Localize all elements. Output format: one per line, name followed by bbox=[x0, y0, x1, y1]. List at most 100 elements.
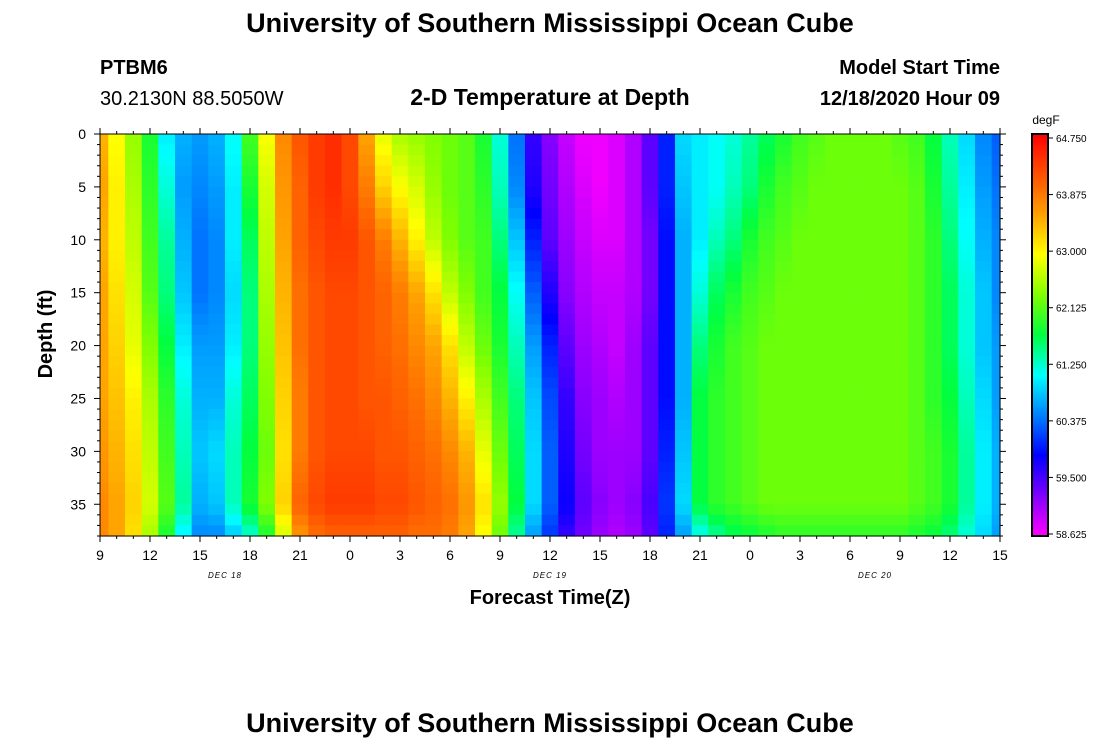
station-coordinates: 30.2130N 88.5050W bbox=[100, 88, 284, 110]
heatmap-cell bbox=[858, 186, 876, 199]
heatmap-cell bbox=[858, 134, 876, 146]
heatmap-cell bbox=[308, 197, 326, 209]
heatmap-cell bbox=[975, 239, 993, 251]
heatmap-cell bbox=[475, 430, 493, 442]
heatmap-cell bbox=[691, 514, 709, 527]
heatmap-cell bbox=[508, 144, 526, 156]
heatmap-cell bbox=[841, 186, 859, 199]
heatmap-cell bbox=[491, 514, 509, 527]
heatmap-cell bbox=[241, 292, 259, 304]
heatmap-cell bbox=[925, 218, 943, 230]
heatmap-cell bbox=[391, 514, 409, 527]
page-footer-title: University of Southern Mississippi Ocean… bbox=[246, 708, 854, 738]
heatmap-cell bbox=[541, 313, 559, 326]
heatmap-cell bbox=[858, 514, 876, 527]
heatmap-cell bbox=[141, 440, 159, 452]
heatmap-cell bbox=[491, 165, 509, 177]
heatmap-cell bbox=[208, 409, 226, 421]
heatmap-cell bbox=[708, 514, 726, 527]
heatmap-cell bbox=[608, 504, 626, 516]
heatmap-cell bbox=[841, 451, 859, 463]
heatmap-cell bbox=[791, 292, 809, 304]
heatmap-cell bbox=[100, 303, 109, 315]
heatmap-cell bbox=[341, 282, 359, 294]
heatmap-cell bbox=[841, 387, 859, 400]
heatmap-cell bbox=[175, 303, 193, 315]
heatmap-cell bbox=[175, 271, 193, 283]
heatmap-cell bbox=[358, 461, 376, 474]
heatmap-cell bbox=[325, 165, 343, 177]
heatmap-cell bbox=[858, 483, 876, 495]
heatmap-cell bbox=[391, 303, 409, 315]
heatmap-cell bbox=[241, 250, 259, 262]
heatmap-cell bbox=[525, 430, 543, 442]
heatmap-cell bbox=[608, 377, 626, 389]
heatmap-cell bbox=[491, 208, 509, 220]
heatmap-cell bbox=[208, 197, 226, 209]
heatmap-cell bbox=[425, 282, 443, 294]
heatmap-cell bbox=[258, 155, 276, 167]
heatmap-cell bbox=[241, 186, 259, 199]
heatmap-cell bbox=[375, 282, 393, 294]
heatmap-cell bbox=[241, 144, 259, 156]
heatmap-cell bbox=[591, 504, 609, 516]
heatmap-cell bbox=[175, 313, 193, 326]
heatmap-cell bbox=[825, 197, 843, 209]
heatmap-cell bbox=[191, 218, 209, 230]
heatmap-cell bbox=[241, 165, 259, 177]
heatmap-cell bbox=[425, 218, 443, 230]
x-tick-label: 3 bbox=[796, 547, 804, 563]
heatmap-cell bbox=[891, 387, 909, 400]
heatmap-cell bbox=[925, 504, 943, 516]
heatmap-cell bbox=[475, 345, 493, 357]
heatmap-cell bbox=[908, 186, 926, 199]
heatmap-cell bbox=[825, 525, 843, 537]
heatmap-cell bbox=[725, 260, 743, 273]
heatmap-cell bbox=[491, 387, 509, 400]
heatmap-cell bbox=[708, 387, 726, 400]
heatmap-cell bbox=[475, 356, 493, 368]
heatmap-cell bbox=[641, 377, 659, 389]
heatmap-cell bbox=[841, 176, 859, 188]
heatmap-cell bbox=[558, 525, 576, 537]
heatmap-cell bbox=[175, 250, 193, 262]
heatmap-cell bbox=[941, 197, 959, 209]
heatmap-cell bbox=[358, 134, 376, 146]
x-tick-label: 6 bbox=[446, 547, 454, 563]
heatmap-cell bbox=[975, 377, 993, 389]
heatmap-cell bbox=[608, 366, 626, 378]
heatmap-cell bbox=[941, 282, 959, 294]
heatmap-cell bbox=[625, 324, 643, 336]
heatmap-cell bbox=[875, 208, 893, 220]
heatmap-cell bbox=[208, 387, 226, 400]
heatmap-cell bbox=[758, 483, 776, 495]
heatmap-cell bbox=[425, 229, 443, 241]
heatmap-cell bbox=[908, 419, 926, 431]
heatmap-cell bbox=[708, 335, 726, 347]
heatmap-cell bbox=[491, 186, 509, 199]
heatmap-cell bbox=[658, 197, 676, 209]
heatmap-cell bbox=[891, 514, 909, 527]
heatmap-cell bbox=[758, 250, 776, 262]
heatmap-cell bbox=[158, 335, 176, 347]
heatmap-cell bbox=[408, 208, 426, 220]
heatmap-cell bbox=[475, 313, 493, 326]
heatmap-cell bbox=[658, 461, 676, 474]
heatmap-cell bbox=[308, 324, 326, 336]
heatmap-cell bbox=[708, 134, 726, 146]
heatmap-cell bbox=[658, 514, 676, 527]
heatmap-cell bbox=[275, 260, 293, 273]
heatmap-cell bbox=[725, 239, 743, 251]
heatmap-cell bbox=[241, 313, 259, 326]
heatmap-cell bbox=[925, 313, 943, 326]
heatmap-cell bbox=[258, 398, 276, 410]
heatmap-cell bbox=[241, 440, 259, 452]
heatmap-cell bbox=[858, 356, 876, 368]
heatmap-cell bbox=[191, 303, 209, 315]
heatmap-cell bbox=[408, 440, 426, 452]
heatmap-cell bbox=[291, 197, 309, 209]
heatmap-cell bbox=[525, 483, 543, 495]
heatmap-cell bbox=[391, 472, 409, 484]
plot-title: 2-D Temperature at Depth bbox=[410, 84, 690, 110]
heatmap-cell bbox=[808, 387, 826, 400]
